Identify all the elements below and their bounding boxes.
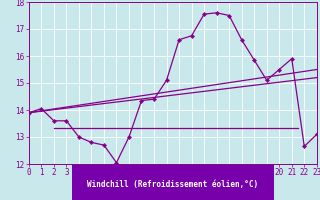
X-axis label: Windchill (Refroidissement éolien,°C): Windchill (Refroidissement éolien,°C): [87, 180, 258, 189]
